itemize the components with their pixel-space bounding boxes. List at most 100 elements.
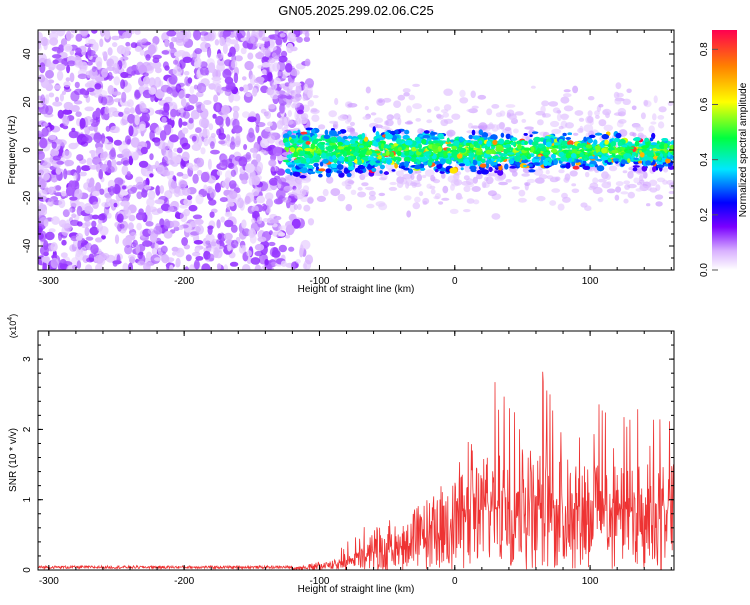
- heatmap-noise-cell: [113, 202, 118, 208]
- heatmap-noise-cell: [296, 36, 303, 43]
- heatmap-signal-cell: [644, 137, 649, 142]
- heatmap-noise-cell: [272, 62, 281, 72]
- heatmap-noise-cell: [264, 258, 269, 266]
- heatmap-noise-cell: [192, 30, 199, 39]
- heatmap-halo-cell: [293, 204, 298, 210]
- heatmap-halo-cell: [648, 125, 655, 134]
- heatmap-halo-cell: [514, 111, 524, 116]
- heatmap-noise-cell: [284, 234, 291, 239]
- heatmap-noise-cell: [122, 31, 130, 39]
- heatmap-signal-cell: [459, 147, 467, 153]
- heatmap-noise-cell: [307, 218, 315, 226]
- heatmap-signal-cell: [391, 169, 396, 172]
- heatmap-halo-cell: [282, 188, 289, 194]
- heatmap-noise-cell: [121, 165, 129, 176]
- heatmap-signal-cell: [572, 165, 580, 170]
- heatmap-noise-cell: [120, 79, 126, 90]
- heatmap-noise-cell: [210, 141, 215, 150]
- heatmap-signal-cell: [561, 165, 568, 168]
- heatmap-halo-cell: [334, 97, 339, 106]
- heatmap-signal-cell: [514, 155, 521, 162]
- heatmap-signal-cell: [528, 163, 532, 167]
- heatmap-halo-cell: [589, 182, 599, 189]
- heatmap-noise-cell: [51, 54, 62, 59]
- heatmap-noise-cell: [113, 139, 122, 146]
- heatmap-noise-cell: [90, 244, 99, 255]
- heatmap-noise-cell: [108, 149, 117, 160]
- heatmap-noise-cell: [278, 244, 287, 253]
- heatmap-halo-cell: [615, 186, 622, 193]
- heatmap-noise-cell: [178, 90, 187, 100]
- heatmap-noise-cell: [268, 241, 276, 247]
- heatmap-halo-cell: [403, 195, 412, 201]
- heatmap-noise-cell: [75, 33, 83, 42]
- heatmap-noise-cell: [38, 43, 42, 52]
- heatmap-halo-cell: [312, 95, 319, 99]
- heatmap-noise-cell: [271, 52, 277, 58]
- heatmap-halo-cell: [485, 176, 494, 185]
- heatmap-signal-cell: [416, 160, 421, 165]
- heatmap-noise-cell: [228, 39, 239, 45]
- heatmap-signal-cell: [637, 160, 642, 164]
- heatmap-noise-cell: [261, 36, 271, 42]
- heatmap-halo-cell: [412, 202, 421, 210]
- heatmap-signal-cell: [594, 132, 603, 136]
- heatmap-noise-cell: [106, 212, 112, 219]
- heatmap-signal-cell: [497, 169, 504, 176]
- heatmap-noise-cell: [269, 219, 279, 224]
- heatmap-signal-cell: [446, 147, 451, 152]
- heatmap-noise-cell: [106, 58, 115, 67]
- heatmap-noise-cell: [258, 30, 263, 38]
- heatmap-noise-cell: [183, 31, 190, 42]
- heatmap-halo-cell: [626, 88, 632, 94]
- heatmap-halo-cell: [557, 203, 565, 211]
- heatmap-signal-cell: [652, 166, 657, 172]
- heatmap-halo-cell: [640, 112, 646, 120]
- heatmap-noise-cell: [164, 65, 170, 71]
- heatmap-signal-cell: [338, 146, 345, 150]
- heatmap-noise-cell: [131, 70, 137, 76]
- heatmap-noise-cell: [98, 213, 106, 221]
- heatmap-noise-cell: [70, 30, 78, 34]
- heatmap-halo-cell: [408, 94, 416, 101]
- heatmap-noise-cell: [89, 150, 96, 154]
- heatmap-signal-cell: [320, 152, 327, 159]
- heatmap-noise-cell: [149, 173, 154, 178]
- heatmap-halo-cell: [616, 92, 624, 98]
- heatmap-noise-cell: [265, 111, 271, 119]
- heatmap-halo-cell: [345, 119, 350, 124]
- heatmap-signal-cell: [659, 143, 665, 149]
- heatmap-noise-cell: [147, 228, 155, 235]
- heatmap-signal-cell: [306, 157, 310, 163]
- heatmap-noise-cell: [44, 94, 50, 105]
- heatmap-signal-cell: [579, 164, 584, 167]
- heatmap-signal-cell: [560, 145, 568, 149]
- heatmap-halo-cell: [422, 200, 428, 205]
- heatmap-signal-cell: [328, 142, 337, 146]
- heatmap-halo-cell: [326, 176, 334, 184]
- heatmap-noise-cell: [173, 226, 180, 232]
- heatmap-noise-cell: [81, 136, 89, 142]
- heatmap-noise-cell: [171, 246, 179, 252]
- heatmap-noise-cell: [61, 223, 71, 229]
- heatmap-noise-cell: [160, 203, 171, 212]
- heatmap-noise-cell: [216, 239, 223, 245]
- heatmap-noise-cell: [242, 84, 249, 93]
- heatmap-signal-cell: [553, 158, 558, 165]
- heatmap-noise-cell: [145, 65, 155, 74]
- heatmap-halo-cell: [552, 107, 561, 114]
- heatmap-halo-cell: [447, 175, 457, 183]
- heatmap-noise-cell: [95, 107, 101, 118]
- heatmap-noise-cell: [291, 82, 302, 87]
- heatmap-signal-cell: [498, 138, 505, 145]
- heatmap-noise-cell: [270, 153, 277, 162]
- heatmap-cells: [38, 30, 674, 270]
- heatmap-halo-cell: [455, 195, 464, 200]
- heatmap-halo-cell: [631, 105, 637, 111]
- heatmap-halo-cell: [357, 186, 363, 191]
- heatmap-noise-cell: [86, 157, 93, 166]
- heatmap-noise-cell: [235, 132, 241, 140]
- heatmap-signal-cell: [463, 153, 470, 157]
- heatmap-noise-cell: [84, 106, 94, 112]
- heatmap-halo-cell: [404, 121, 414, 125]
